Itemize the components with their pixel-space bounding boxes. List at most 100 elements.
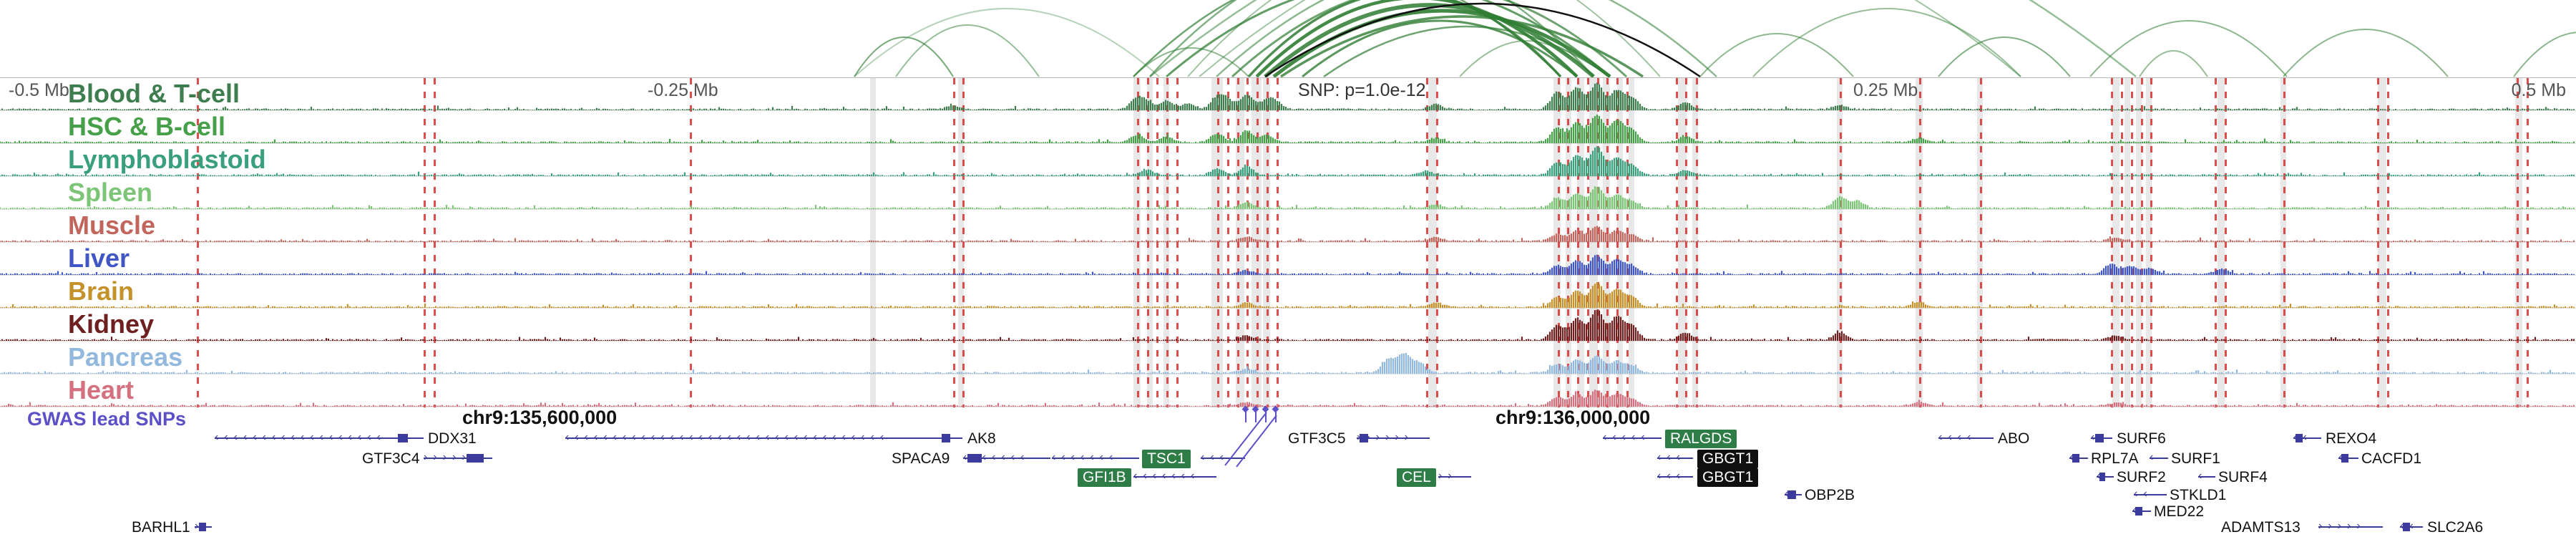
ld-snp-line: [1685, 78, 1688, 407]
gene-surf4[interactable]: ‹ SURF4: [0, 468, 2576, 487]
gene-strand-arrows: ‹‹‹‹‹: [1603, 431, 1651, 443]
gene-obp2b[interactable]: ‹OBP2B: [0, 486, 2576, 505]
signal-plot: [0, 353, 2575, 374]
gene-gfi1b[interactable]: ‹‹‹‹‹‹‹ GFI1B: [0, 468, 2576, 487]
gene-gtf3c4[interactable]: ›››››› GTF3C4: [0, 450, 2576, 468]
ld-snp-line: [1979, 78, 1982, 407]
ld-snp-line: [1156, 78, 1159, 407]
scale-label-q1: -0.25 Mb: [648, 80, 718, 100]
gene-exon-block: [2135, 507, 2142, 516]
scale-label-q3: 0.25 Mb: [1853, 80, 1918, 100]
ld-snp-line: [1257, 78, 1259, 407]
track-label: Kidney: [68, 309, 155, 339]
gene-barhl1[interactable]: › BARHL1: [0, 518, 2576, 537]
gene-abo[interactable]: ‹‹‹‹ ABO: [0, 430, 2576, 448]
gene-line: [1133, 476, 1216, 478]
interaction-arc: [1199, 0, 2021, 77]
gene-strand-arrows: ‹: [2198, 470, 2208, 482]
gene-strand-arrows: ‹‹‹‹‹‹‹: [1052, 451, 1119, 463]
gene-ralgds[interactable]: ‹‹‹‹‹ RALGDS: [0, 430, 2576, 448]
track-label: Brain: [68, 276, 135, 306]
gene-adamts13[interactable]: ››››› ADAMTS13: [0, 518, 2576, 537]
gene-line: [1938, 437, 1994, 439]
gene-ak8[interactable]: ‹‹‹‹‹‹‹‹‹‹‹‹‹‹‹‹‹‹‹‹‹‹‹‹‹‹‹‹‹‹‹‹‹‹ AK8: [0, 430, 2576, 448]
ld-snp-line: [1276, 78, 1279, 407]
gene-tsc1[interactable]: ‹‹‹‹‹‹‹ ‹‹‹ TSC1: [0, 450, 2576, 468]
gene-line: [424, 458, 492, 459]
gene-exon-block: [942, 434, 950, 442]
gene-spaca9[interactable]: ‹‹‹‹‹‹‹ SPACA9: [0, 450, 2576, 468]
gene-strand-arrows: ››: [1438, 470, 1458, 482]
track-row-spleen[interactable]: Spleen: [0, 176, 2576, 210]
gene-cacfd1[interactable]: ‹CACFD1: [0, 450, 2576, 468]
gene-line: [1657, 476, 1693, 478]
gene-label: OBP2B: [1805, 487, 1855, 503]
ld-snp-line: [2140, 78, 2143, 407]
ld-snp-line: [1267, 78, 1269, 407]
track-row-blood-t-cell[interactable]: Blood & T-cell: [0, 77, 2576, 111]
ld-snp-line: [1626, 78, 1629, 407]
scale-label-right: 0.5 Mb: [2511, 80, 2566, 100]
gene-label: GTF3C4: [362, 450, 420, 467]
highlight-band: [2146, 78, 2152, 407]
interaction-arc: [1149, 0, 1594, 77]
gene-med22[interactable]: ‹MED22: [0, 503, 2576, 521]
gene-label: SURF2: [2117, 469, 2166, 485]
interaction-arc: [1459, 40, 1594, 77]
gene-stkld1[interactable]: ‹‹ STKLD1: [0, 486, 2576, 505]
gene-slc2a6[interactable]: ‹‹SLC2A6: [0, 518, 2576, 537]
gene-gbgt1[interactable]: ‹‹‹ GBGT1: [0, 450, 2576, 468]
gene-label: GFI1B: [1078, 468, 1131, 487]
ld-snp-line: [962, 78, 965, 407]
gene-gbgt1[interactable]: ‹‹‹ GBGT1: [0, 468, 2576, 487]
interaction-arc: [854, 8, 1160, 77]
highlight-band: [1692, 78, 1698, 407]
gene-label: RALGDS: [1665, 430, 1737, 448]
gene-strand-arrows: ›: [195, 519, 212, 533]
track-row-pancreas[interactable]: Pancreas: [0, 341, 2576, 374]
snp-highlight-overlay: [0, 77, 2576, 407]
gwas-lead-snp-track[interactable]: GWAS lead SNPs chr9:135,600,000 chr9:136…: [0, 405, 2576, 430]
gene-gtf3c5[interactable]: ›››››› GTF3C5: [0, 430, 2576, 448]
highlight-band: [1616, 78, 1623, 407]
gene-strand-arrows: ‹: [2132, 503, 2151, 518]
track-row-muscle[interactable]: Muscle: [0, 209, 2576, 243]
track-row-lymphoblastoid[interactable]: Lymphoblastoid: [0, 143, 2576, 177]
ld-snp-line: [1166, 78, 1169, 407]
ld-snp-line: [1695, 78, 1698, 407]
track-row-kidney[interactable]: Kidney: [0, 308, 2576, 342]
ld-snp-line: [434, 78, 436, 407]
lead-snp-annotation: SNP: p=1.0e-12: [1298, 80, 1426, 100]
track-row-liver[interactable]: Liver: [0, 242, 2576, 276]
track-row-heart[interactable]: Heart: [0, 374, 2576, 407]
signal-plot: [0, 82, 2575, 110]
gene-rpl7a[interactable]: ‹RPL7A: [0, 450, 2576, 468]
ld-snp-line: [1576, 78, 1579, 407]
gene-exon-block: [398, 434, 408, 442]
gene-surf1[interactable]: ‹ SURF1: [0, 450, 2576, 468]
gene-annotation-track: ‹‹‹‹‹‹‹‹‹‹‹‹‹‹‹‹‹‹ DDX31 ‹‹‹‹‹‹‹‹‹‹‹‹‹‹‹‹‹…: [0, 427, 2576, 537]
gene-exon-block: [2072, 454, 2079, 463]
ld-snp-line: [2386, 78, 2389, 407]
interaction-arcs-panel: [854, 0, 2576, 77]
interaction-arc: [1302, 19, 1578, 77]
gene-surf6[interactable]: ‹ SURF6: [0, 430, 2576, 448]
track-row-brain[interactable]: Brain: [0, 275, 2576, 309]
gene-label: CEL: [1397, 468, 1436, 487]
gene-strand-arrows: ‹: [2091, 430, 2112, 445]
track-row-hsc-b-cell[interactable]: HSC & B-cell: [0, 110, 2576, 144]
gene-surf2[interactable]: ‹ SURF2: [0, 468, 2576, 487]
gene-line: [2150, 458, 2168, 459]
gene-line: [1052, 458, 1139, 459]
track-label: Muscle: [68, 211, 156, 240]
gene-label: GBGT1: [1697, 468, 1759, 487]
gene-rexo4[interactable]: ‹‹ REXO4: [0, 430, 2576, 448]
signal-plot: [0, 226, 2575, 242]
highlight-band: [2124, 78, 2131, 407]
highlight-band: [870, 78, 877, 407]
interaction-arc: [1938, 37, 2071, 77]
highlight-band: [1576, 78, 1584, 407]
interaction-arc: [895, 24, 1040, 77]
gene-cel[interactable]: ›› CEL: [0, 468, 2576, 487]
gene-ddx31[interactable]: ‹‹‹‹‹‹‹‹‹‹‹‹‹‹‹‹‹‹ DDX31: [0, 430, 2576, 448]
